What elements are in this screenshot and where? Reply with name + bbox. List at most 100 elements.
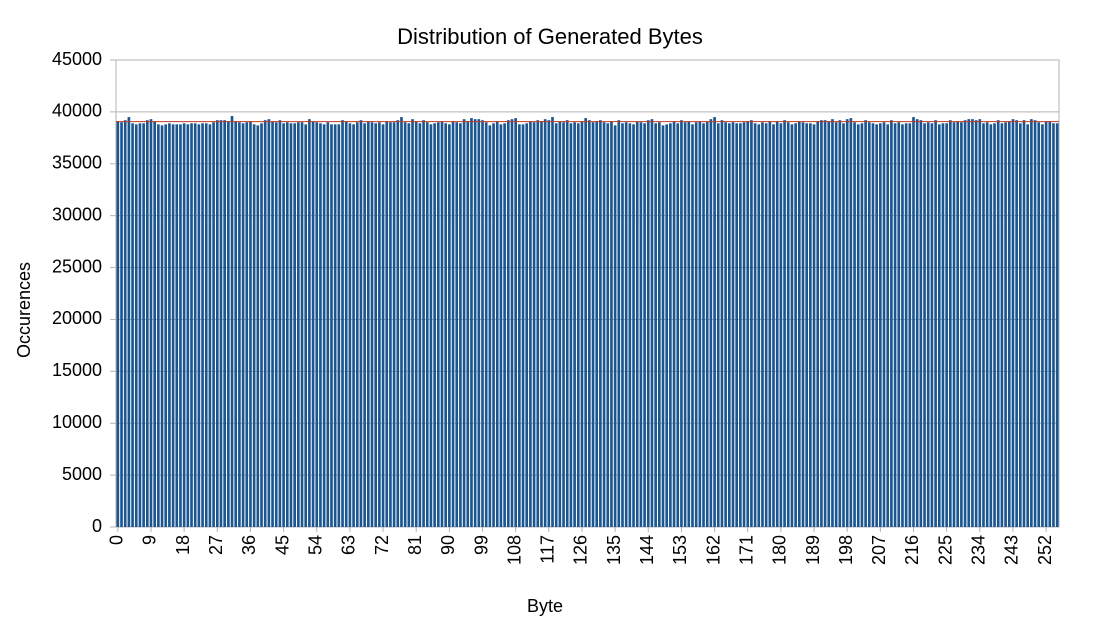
bar <box>949 120 952 528</box>
bar <box>238 122 241 528</box>
y-tick-label: 20000 <box>52 308 102 328</box>
bar <box>230 116 234 527</box>
y-axis-label: Occurences <box>14 262 34 358</box>
bar <box>960 122 963 528</box>
x-tick-label: 135 <box>604 535 624 565</box>
y-tick-label: 10000 <box>52 412 102 432</box>
bar <box>319 123 322 527</box>
x-tick-label: 207 <box>869 535 889 565</box>
bar <box>352 124 355 527</box>
bar <box>724 122 727 528</box>
bar <box>1044 121 1048 528</box>
bar <box>363 123 366 527</box>
bar <box>683 122 687 528</box>
bar <box>632 124 635 527</box>
bar <box>809 123 812 527</box>
x-tick-label: 36 <box>239 535 259 555</box>
bar <box>930 123 934 527</box>
bar <box>989 124 993 527</box>
bar <box>904 123 908 527</box>
bar <box>937 124 941 527</box>
bar <box>289 123 293 527</box>
bar <box>197 124 201 527</box>
bar <box>654 123 657 527</box>
x-tick-label: 0 <box>107 535 127 545</box>
bar <box>1015 120 1018 528</box>
bar <box>912 117 915 528</box>
bar <box>1011 119 1015 528</box>
bar <box>669 123 672 527</box>
bar <box>816 121 820 528</box>
bar <box>820 120 823 528</box>
bar <box>212 122 215 528</box>
x-tick-label: 126 <box>571 535 591 565</box>
bar <box>179 124 182 527</box>
bar <box>1030 119 1033 528</box>
bar <box>481 120 484 528</box>
bar <box>580 121 584 528</box>
bar <box>978 119 982 528</box>
bar <box>219 120 223 528</box>
bar <box>392 122 396 528</box>
x-tick-label: 63 <box>339 535 359 555</box>
x-tick-label: 117 <box>538 535 558 564</box>
bar <box>923 123 926 527</box>
bar <box>805 123 808 527</box>
bar <box>190 123 193 527</box>
bar <box>731 122 735 528</box>
bar <box>971 119 974 528</box>
bar <box>182 123 186 527</box>
bar <box>422 120 425 528</box>
bar <box>175 124 179 527</box>
bar <box>621 123 624 527</box>
x-tick-label: 90 <box>438 535 458 555</box>
bar <box>322 124 326 527</box>
bar <box>282 123 285 527</box>
x-tick-label: 162 <box>703 535 723 565</box>
bar <box>425 122 429 528</box>
bar <box>223 120 226 528</box>
bar <box>591 122 595 528</box>
bar <box>742 122 746 528</box>
bar <box>204 123 208 527</box>
bar <box>842 123 845 527</box>
bar <box>532 122 536 528</box>
bar <box>676 123 680 527</box>
bar <box>1048 121 1052 528</box>
bar <box>783 120 786 528</box>
bar <box>260 123 263 527</box>
bar <box>610 121 613 528</box>
bar <box>241 123 245 527</box>
bar <box>245 122 249 528</box>
bar <box>661 125 665 527</box>
bar <box>963 120 967 528</box>
y-tick-label: 25000 <box>52 256 102 276</box>
bar <box>1004 122 1007 528</box>
bar <box>315 122 319 528</box>
bar <box>499 124 503 527</box>
bar <box>860 123 864 527</box>
bar <box>551 117 554 528</box>
bar <box>304 124 308 527</box>
y-tick-label: 35000 <box>52 153 102 173</box>
bar <box>297 122 300 528</box>
bar <box>934 120 937 528</box>
x-tick-label: 225 <box>935 535 955 565</box>
bar <box>941 123 945 527</box>
bar <box>466 121 470 528</box>
bar <box>418 123 422 527</box>
bar <box>595 121 599 528</box>
bar <box>775 121 779 528</box>
bar <box>606 123 610 527</box>
bar <box>643 123 646 527</box>
bar <box>285 122 289 528</box>
bar <box>753 123 757 527</box>
bar <box>1018 123 1022 527</box>
bar <box>680 120 683 528</box>
bar <box>915 119 919 528</box>
bar <box>536 120 540 528</box>
bar <box>919 120 923 528</box>
bar <box>658 122 661 528</box>
bar <box>790 124 794 527</box>
